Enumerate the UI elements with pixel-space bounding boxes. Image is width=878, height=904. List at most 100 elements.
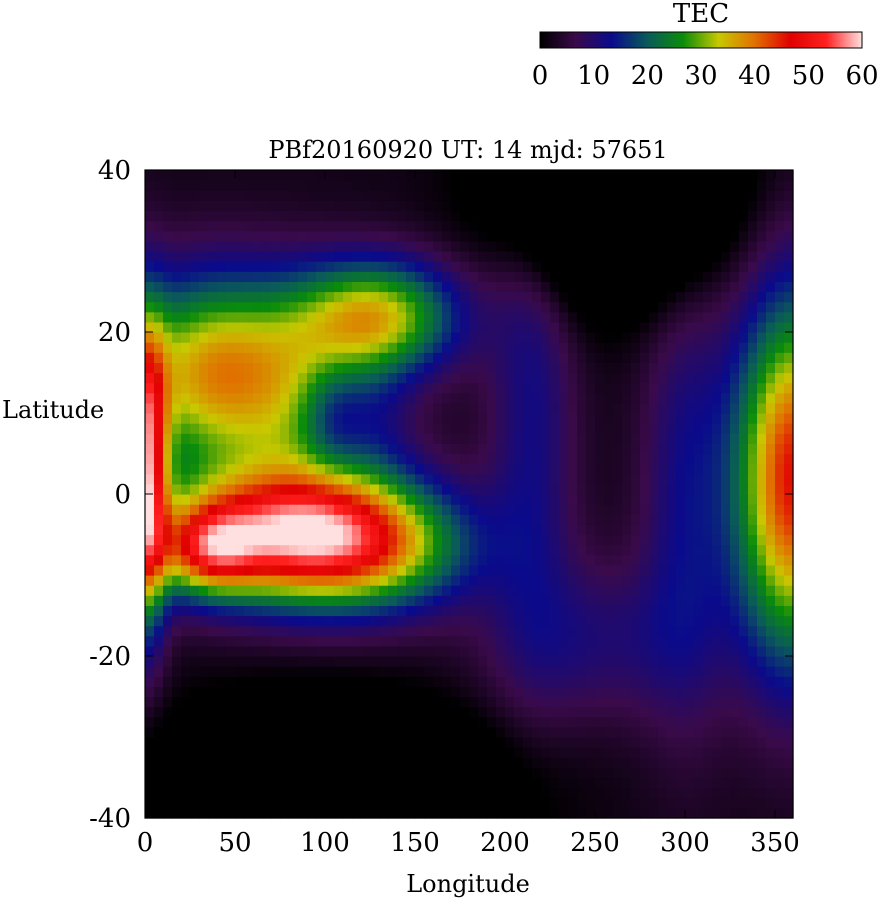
heatmap-cell [172,240,182,252]
heatmap-cell [568,726,578,738]
heatmap-cell [730,301,740,313]
heatmap-cell [505,757,515,768]
heatmap-cell [406,190,416,201]
heatmap-cell [361,483,371,495]
heatmap-cell [703,321,713,333]
heatmap-cell [181,423,191,434]
heatmap-cell [298,747,308,758]
heatmap-cell [640,240,650,252]
heatmap-cell [415,666,425,677]
heatmap-cell [739,696,749,708]
heatmap-cell [370,453,380,465]
heatmap-cell [595,180,605,191]
heatmap-cell [748,686,758,698]
heatmap-cell [649,180,659,191]
heatmap-cell [289,402,299,414]
heatmap-cell [712,402,722,414]
heatmap-cell [307,645,317,657]
heatmap-cell [496,382,506,394]
heatmap-cell [235,514,245,525]
heatmap-cell [469,706,479,718]
heatmap-cell [208,676,218,687]
heatmap-cell [208,807,218,819]
heatmap-cell [676,251,686,262]
heatmap-cell [685,494,695,505]
heatmap-cell [559,767,569,779]
heatmap-cell [217,726,227,738]
heatmap-cell [739,797,749,809]
heatmap-cell [406,240,416,252]
heatmap-cell [154,686,164,698]
heatmap-cell [424,392,434,404]
heatmap-cell [622,230,632,242]
heatmap-cell [649,757,659,768]
heatmap-cell [442,402,452,414]
heatmap-cell [307,210,317,222]
heatmap-cell [460,352,470,363]
heatmap-cell [361,767,371,779]
heatmap-cell [154,240,164,252]
heatmap-cell [325,402,335,414]
heatmap-cell [514,625,524,637]
colorbar-tick-label: 40 [738,61,771,91]
heatmap-cell [604,463,614,475]
heatmap-cell [775,483,785,495]
heatmap-cell [172,473,182,485]
heatmap-cell [766,504,776,515]
heatmap-cell [442,413,452,424]
heatmap-cell [523,372,533,384]
heatmap-cell [370,433,380,444]
heatmap-cell [667,230,677,242]
heatmap-cell [721,656,731,667]
heatmap-cell [163,362,173,374]
heatmap-cell [190,757,200,768]
heatmap-cell [424,585,434,596]
heatmap-cell [676,220,686,232]
heatmap-cell [451,747,461,758]
heatmap-cell [352,311,362,323]
heatmap-cell [343,696,353,708]
heatmap-cell [415,514,425,525]
heatmap-cell [163,666,173,677]
heatmap-cell [424,332,434,343]
heatmap-cell [208,362,218,374]
heatmap-cell [667,807,677,819]
heatmap-cell [631,504,641,515]
heatmap-cell [145,453,155,465]
heatmap-cell [514,210,524,222]
heatmap-cell [433,210,443,222]
heatmap-cell [541,686,551,698]
heatmap-cell [667,575,677,586]
heatmap-cell [343,413,353,424]
heatmap-cell [712,524,722,536]
heatmap-cell [595,352,605,363]
heatmap-cell [460,726,470,738]
heatmap-cell [226,564,236,576]
heatmap-cell [289,220,299,232]
heatmap-cell [532,190,542,201]
heatmap-cell [163,220,173,232]
heatmap-cell [676,777,686,789]
heatmap-cell [199,615,209,627]
heatmap-cell [451,382,461,394]
heatmap-cell [316,220,326,232]
heatmap-cell [334,251,344,262]
heatmap-cell [208,595,218,606]
heatmap-cell [595,251,605,262]
heatmap-cell [271,200,281,212]
heatmap-cell [388,554,398,566]
heatmap-cell [568,321,578,333]
heatmap-cell [694,686,704,698]
heatmap-cell [145,595,155,606]
heatmap-cell [451,595,461,606]
heatmap-cell [262,311,272,323]
heatmap-cell [190,544,200,556]
heatmap-cell [352,787,362,799]
heatmap-cell [640,504,650,515]
heatmap-cell [649,504,659,515]
heatmap-cell [217,615,227,627]
heatmap-cell [226,595,236,606]
heatmap-cell [604,220,614,232]
heatmap-cell [379,473,389,485]
heatmap-cell [163,251,173,262]
